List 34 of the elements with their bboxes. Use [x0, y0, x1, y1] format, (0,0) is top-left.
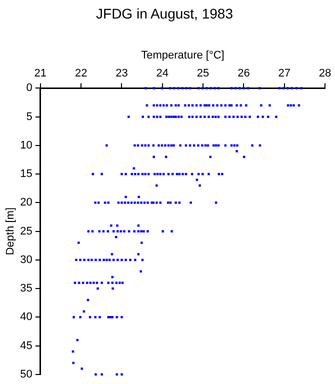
y-tick-label: 20: [20, 196, 32, 209]
x-tick-label: 28: [318, 68, 332, 80]
x-tick-label: 21: [34, 68, 47, 80]
y-tick-label: 25: [20, 225, 32, 238]
x-tick-label: 26: [238, 68, 250, 80]
chart-title: JFDG in August, 1983: [96, 5, 234, 22]
y-tick-label: 10: [20, 139, 32, 152]
point: [146, 104, 148, 107]
point: [191, 104, 194, 107]
point: [298, 104, 300, 107]
point: [286, 104, 290, 107]
point: [199, 104, 202, 107]
point: [230, 104, 233, 107]
y-tick-label: 35: [20, 282, 32, 295]
y-tick-label: 5: [26, 110, 32, 123]
x-axis-title: Temperature [°C]: [141, 49, 224, 62]
x-tick-label: 24: [156, 68, 169, 80]
y-tick-label: 50: [20, 368, 32, 380]
y-tick-label: 45: [20, 340, 32, 352]
y-tick-label: 40: [20, 311, 32, 324]
point: [162, 104, 165, 107]
x-tick-label: 25: [196, 68, 210, 80]
point: [156, 104, 158, 107]
point: [92, 172, 94, 176]
x-tick-label: 22: [74, 68, 88, 80]
y-tick-label: 30: [20, 254, 32, 266]
y-tick-label: 0: [26, 82, 32, 94]
y-tick-label: 15: [20, 168, 32, 180]
y-axis-title: Depth [m]: [4, 207, 17, 256]
point: [195, 104, 198, 107]
point: [224, 104, 227, 107]
x-tick-label: 27: [278, 68, 290, 80]
point: [228, 104, 231, 107]
x-tick-label: 23: [116, 68, 128, 80]
